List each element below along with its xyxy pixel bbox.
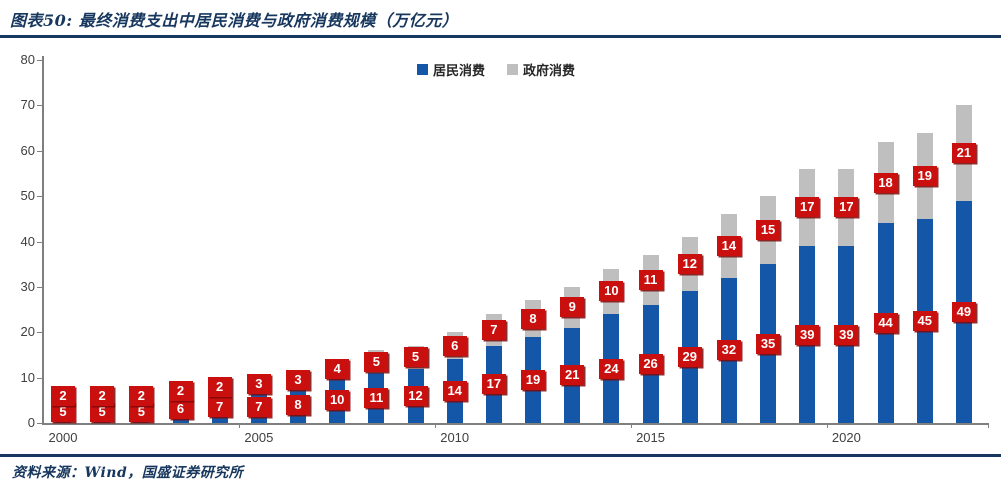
data-label-government: 3 bbox=[286, 369, 311, 390]
data-label-resident: 49 bbox=[951, 301, 976, 322]
data-label-resident: 39 bbox=[834, 324, 859, 345]
y-axis-line bbox=[42, 56, 44, 424]
data-label-government: 2 bbox=[207, 376, 232, 397]
y-axis-tick bbox=[37, 196, 42, 198]
x-axis-tick bbox=[239, 423, 241, 428]
chart-legend: 居民消费 政府消费 bbox=[417, 60, 575, 79]
legend-item-resident: 居民消费 bbox=[417, 60, 485, 79]
x-axis-tick-label: 2005 bbox=[244, 430, 274, 445]
y-axis-tick-label: 10 bbox=[20, 369, 35, 385]
data-label-government: 11 bbox=[638, 270, 663, 291]
y-axis-tick bbox=[37, 150, 42, 152]
y-axis-tick bbox=[37, 332, 42, 334]
y-axis-tick-label: 20 bbox=[20, 324, 35, 340]
data-label-resident: 29 bbox=[677, 347, 702, 368]
data-label-government: 6 bbox=[442, 335, 467, 356]
y-axis-tick bbox=[37, 105, 42, 107]
x-axis-tick bbox=[826, 423, 828, 428]
data-label-resident: 39 bbox=[795, 324, 820, 345]
data-label-resident: 14 bbox=[442, 381, 467, 402]
x-axis-tick-label: 2015 bbox=[636, 430, 665, 445]
data-label-resident: 17 bbox=[481, 374, 506, 395]
data-label-resident: 6 bbox=[168, 399, 193, 420]
data-label-government: 2 bbox=[129, 385, 154, 406]
data-label-resident: 21 bbox=[560, 365, 585, 386]
y-axis-tick bbox=[37, 423, 42, 424]
x-axis-line bbox=[42, 423, 988, 425]
data-label-government: 3 bbox=[246, 374, 271, 395]
data-label-government: 19 bbox=[912, 165, 937, 186]
x-axis-tick-label: 2000 bbox=[48, 430, 78, 445]
figure-title: 图表50: 最终消费支出中居民消费与政府消费规模（万亿元） bbox=[10, 11, 459, 30]
data-label-government: 7 bbox=[481, 319, 506, 340]
data-label-government: 9 bbox=[560, 297, 585, 318]
x-axis-tick-label: 2010 bbox=[440, 430, 470, 445]
data-label-government: 21 bbox=[951, 143, 976, 164]
data-label-government: 17 bbox=[834, 197, 859, 218]
y-axis-tick-label: 60 bbox=[20, 142, 35, 158]
data-label-government: 17 bbox=[795, 197, 820, 218]
y-axis-tick bbox=[37, 377, 42, 379]
data-label-government: 15 bbox=[756, 220, 781, 241]
data-label-government: 8 bbox=[521, 308, 546, 329]
y-axis-tick-label: 70 bbox=[20, 97, 35, 113]
y-axis-tick bbox=[37, 286, 42, 288]
data-label-government: 10 bbox=[599, 281, 624, 302]
data-label-resident: 5 bbox=[129, 401, 154, 422]
data-label-resident: 5 bbox=[51, 401, 75, 422]
x-axis-tick-end bbox=[988, 423, 989, 428]
data-label-resident: 26 bbox=[638, 354, 663, 374]
data-label-resident: 7 bbox=[207, 397, 232, 418]
data-label-resident: 45 bbox=[912, 310, 937, 331]
data-label-resident: 7 bbox=[246, 397, 271, 418]
y-axis-tick bbox=[37, 241, 42, 243]
legend-item-government: 政府消费 bbox=[507, 60, 575, 79]
y-axis-tick-label: 80 bbox=[20, 52, 35, 67]
data-label-government: 12 bbox=[677, 254, 702, 275]
y-axis-tick-label: 30 bbox=[20, 278, 35, 294]
y-axis-tick-label: 0 bbox=[27, 415, 35, 430]
y-axis-tick-label: 50 bbox=[20, 188, 35, 204]
data-label-government: 2 bbox=[51, 385, 75, 406]
data-label-resident: 19 bbox=[521, 369, 546, 390]
data-label-resident: 32 bbox=[716, 340, 741, 361]
data-label-government: 2 bbox=[90, 385, 115, 406]
footer-divider bbox=[0, 454, 1001, 457]
data-label-resident: 35 bbox=[756, 333, 781, 354]
data-label-resident: 24 bbox=[599, 358, 624, 379]
legend-label-government: 政府消费 bbox=[523, 63, 576, 78]
data-label-resident: 11 bbox=[364, 388, 389, 409]
data-label-government: 5 bbox=[403, 347, 428, 368]
data-label-government: 4 bbox=[325, 358, 350, 379]
data-label-resident: 8 bbox=[286, 394, 311, 415]
data-label-government: 14 bbox=[716, 236, 741, 257]
y-axis-tick bbox=[37, 60, 42, 61]
data-label-resident: 5 bbox=[90, 401, 115, 422]
data-label-resident: 44 bbox=[873, 313, 898, 334]
legend-swatch-government-icon bbox=[507, 64, 519, 75]
source-note: 资料来源：Wind，国盛证券研究所 bbox=[12, 465, 244, 481]
data-label-resident: 10 bbox=[325, 390, 350, 411]
legend-swatch-resident-icon bbox=[417, 64, 428, 75]
legend-label-resident: 居民消费 bbox=[433, 63, 486, 78]
header-divider bbox=[0, 35, 1001, 38]
x-axis-tick-label: 2020 bbox=[831, 430, 861, 445]
x-axis-tick bbox=[630, 423, 632, 428]
data-label-government: 2 bbox=[168, 381, 193, 402]
data-label-government: 5 bbox=[364, 351, 389, 372]
y-axis-tick-label: 40 bbox=[20, 233, 35, 249]
data-label-government: 18 bbox=[873, 172, 898, 193]
x-axis-tick bbox=[435, 423, 437, 428]
data-label-resident: 12 bbox=[403, 385, 428, 406]
